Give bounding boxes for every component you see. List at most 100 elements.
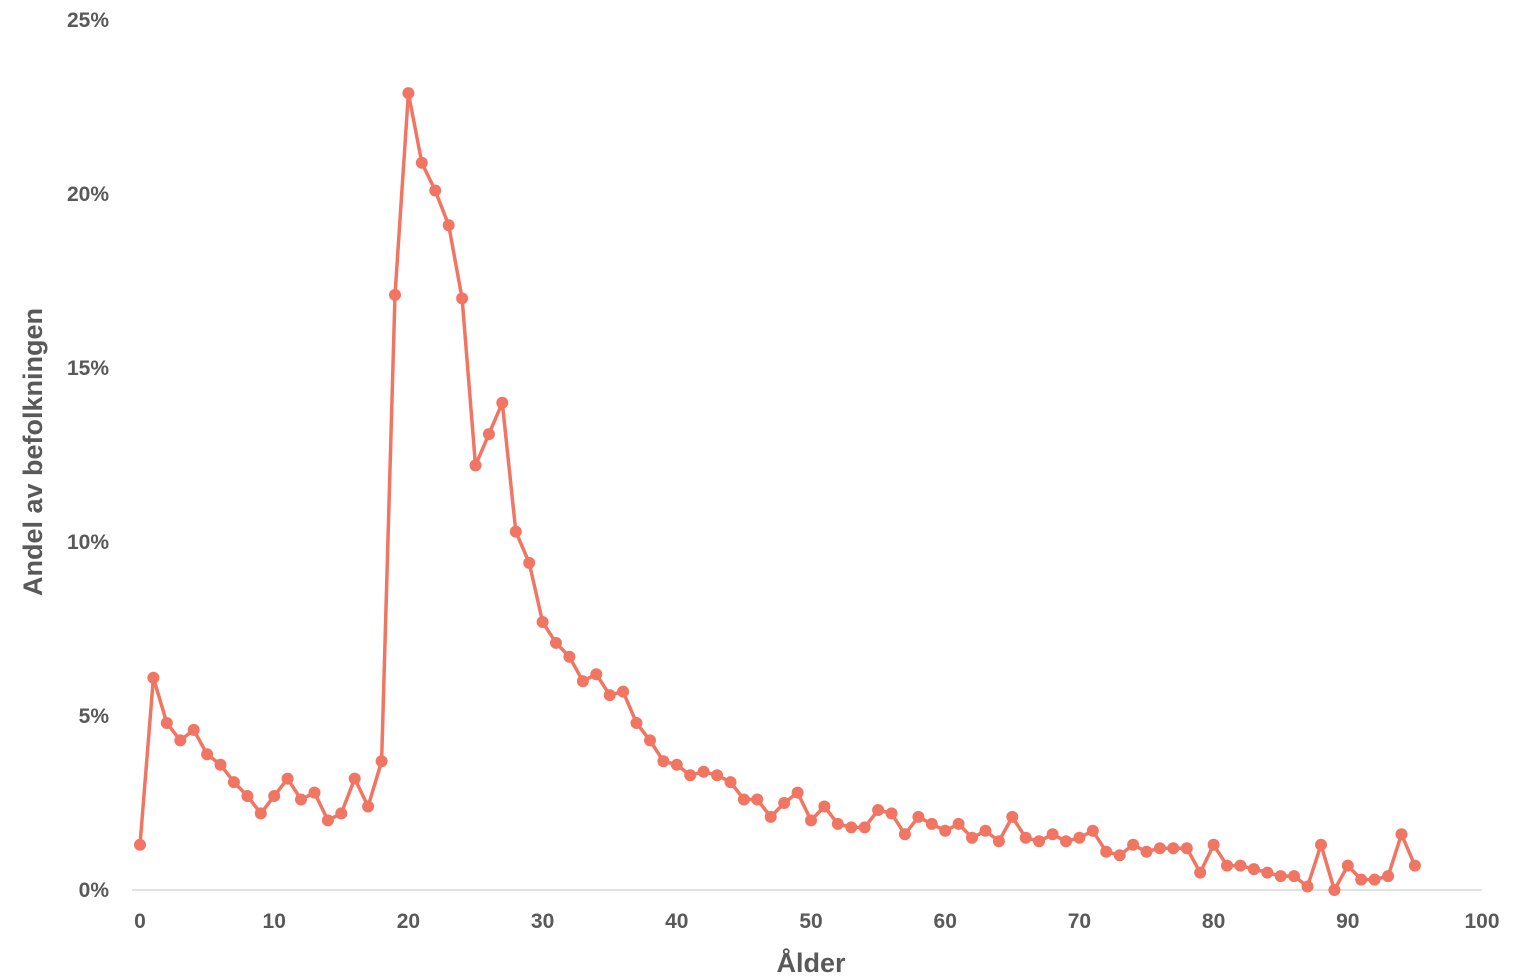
data-point: [1328, 884, 1341, 896]
y-tick-label: 15%: [67, 357, 109, 380]
data-point: [1301, 880, 1314, 893]
x-tick-label: 20: [397, 910, 420, 933]
y-tick-label: 10%: [67, 531, 109, 554]
data-point: [147, 671, 160, 684]
data-point: [644, 734, 656, 747]
data-point: [1341, 859, 1354, 872]
data-point: [509, 525, 522, 538]
x-tick-label: 70: [1068, 910, 1091, 933]
data-point: [335, 807, 348, 820]
y-axis-title: Andel av befolkningen: [18, 308, 48, 596]
data-point: [872, 804, 885, 816]
data-point: [1086, 824, 1099, 837]
data-point: [1261, 866, 1274, 879]
data-point: [1315, 838, 1327, 851]
data-point: [1274, 870, 1287, 883]
data-point: [187, 723, 200, 736]
data-point: [737, 793, 750, 806]
data-points: [134, 87, 1421, 896]
data-point: [375, 755, 388, 768]
data-point: [402, 87, 415, 100]
data-point: [295, 793, 307, 806]
data-point: [684, 769, 697, 782]
data-point: [1355, 873, 1368, 886]
x-tick-label: 100: [1464, 910, 1499, 933]
data-point: [751, 793, 764, 806]
y-tick-label: 5%: [79, 705, 110, 728]
x-tick-label: 30: [531, 910, 554, 933]
data-point: [550, 636, 562, 649]
data-point: [1194, 866, 1207, 879]
data-point: [227, 776, 240, 789]
data-point: [1368, 873, 1381, 886]
data-point: [1395, 828, 1408, 841]
data-point: [576, 675, 589, 688]
data-point: [617, 685, 630, 698]
data-point: [791, 786, 804, 799]
data-point: [818, 800, 831, 813]
data-point: [496, 396, 509, 409]
data-point: [1113, 849, 1126, 862]
data-point: [724, 776, 737, 789]
data-point: [925, 817, 938, 830]
x-tick-label: 40: [665, 910, 688, 933]
x-axis-title: Ålder: [776, 947, 846, 977]
data-point: [979, 824, 992, 837]
data-point: [697, 765, 710, 778]
data-point: [657, 755, 670, 768]
data-point: [845, 821, 858, 834]
data-point: [160, 717, 173, 729]
data-point: [1207, 838, 1220, 851]
data-point: [214, 758, 227, 771]
data-point: [201, 748, 214, 761]
data-point: [630, 717, 643, 729]
data-point: [456, 292, 469, 305]
x-tick-label: 90: [1336, 910, 1359, 933]
data-point: [912, 810, 925, 823]
data-point: [134, 838, 146, 851]
data-point: [389, 288, 401, 301]
data-point: [362, 800, 375, 813]
data-point: [778, 797, 791, 809]
data-point: [1033, 835, 1046, 848]
data-point: [563, 650, 576, 663]
data-point: [482, 428, 495, 441]
data-point: [831, 817, 844, 830]
data-point: [1382, 870, 1395, 883]
x-tick-label: 0: [134, 910, 146, 933]
data-point: [321, 814, 334, 827]
data-point: [174, 734, 187, 747]
data-point: [523, 556, 536, 569]
x-tick-label: 50: [799, 910, 822, 933]
x-axis-ticks: 0 10 20 30 40 50 60 70 80 90 100: [134, 910, 1499, 933]
data-point: [1100, 845, 1113, 858]
data-point: [348, 772, 361, 785]
data-point: [952, 817, 965, 830]
data-point: [992, 835, 1005, 848]
data-point: [670, 758, 683, 771]
x-tick-label: 60: [934, 910, 957, 933]
data-point: [711, 769, 724, 782]
data-point: [1060, 835, 1072, 848]
data-point: [536, 616, 549, 628]
y-axis-ticks: 0% 5% 10% 15% 20% 25%: [67, 9, 109, 902]
data-point: [858, 821, 871, 834]
x-tick-label: 10: [263, 910, 286, 933]
data-point: [590, 668, 603, 681]
data-point: [1153, 842, 1166, 855]
data-point: [241, 790, 254, 802]
data-point: [966, 831, 978, 844]
data-point: [1234, 859, 1247, 872]
data-point: [764, 810, 777, 823]
x-tick-label: 80: [1202, 910, 1225, 933]
data-point: [1073, 831, 1086, 844]
data-point: [1247, 863, 1260, 876]
data-point: [1006, 810, 1019, 823]
data-point: [805, 814, 817, 827]
y-tick-label: 0%: [79, 879, 110, 902]
data-point: [429, 184, 442, 197]
data-point: [308, 786, 321, 799]
data-point: [1408, 859, 1421, 872]
data-point: [469, 459, 482, 472]
